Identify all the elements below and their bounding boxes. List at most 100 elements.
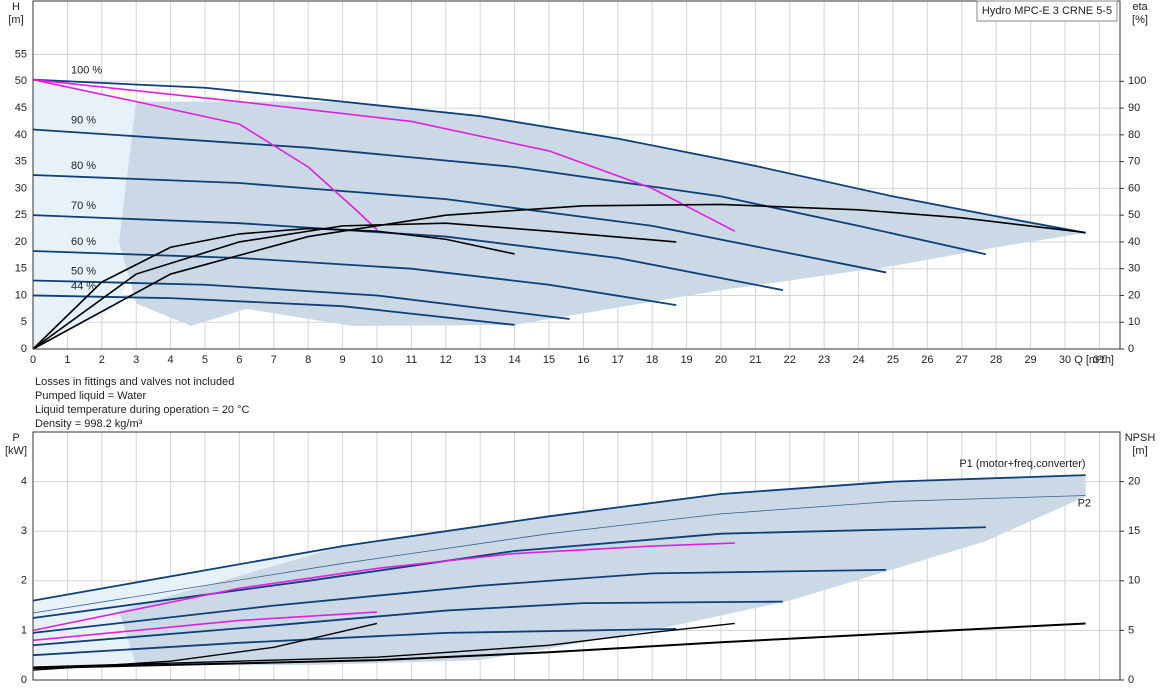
- curve: [32, 474, 1086, 602]
- y-tick-label: 20: [15, 236, 27, 248]
- y-tick-label: 0: [21, 674, 27, 686]
- x-tick-label: 7: [271, 354, 277, 366]
- plot-frame: [32, 0, 1121, 350]
- y2-tick-label: 80: [1128, 129, 1140, 141]
- y2-tick-label: 70: [1128, 156, 1140, 168]
- x-tick-label: 2: [99, 354, 105, 366]
- curve-label: P1 (motor+freq.converter): [959, 458, 1085, 470]
- curve: [32, 78, 736, 232]
- y2-tick-label: 0: [1128, 674, 1134, 686]
- x-axis-label: Q [m³/h]: [1074, 354, 1114, 366]
- y-tick-label: 55: [15, 48, 27, 60]
- y-axis-label: H: [12, 1, 20, 13]
- curve: [32, 78, 378, 231]
- plot-frame: [32, 431, 1121, 681]
- curve-label: 70 %: [71, 200, 96, 212]
- y2-tick-label: 90: [1128, 102, 1140, 114]
- x-tick-label: 3: [133, 354, 139, 366]
- y2-tick-label: 5: [1128, 624, 1134, 636]
- y2-tick-label: 10: [1128, 316, 1140, 328]
- curve-label: 60 %: [71, 236, 96, 248]
- operating-region: [118, 101, 1086, 326]
- y2-tick-label: 60: [1128, 182, 1140, 194]
- y-axis-unit: [kW]: [5, 445, 27, 457]
- x-tick-label: 11: [406, 354, 417, 366]
- y2-axis-unit: [m]: [1132, 445, 1147, 457]
- x-tick-label: 24: [852, 354, 864, 366]
- x-tick-label: 8: [305, 354, 311, 366]
- curve: [32, 128, 987, 256]
- x-tick-label: 22: [784, 354, 796, 366]
- y2-axis-unit: [%]: [1132, 14, 1148, 26]
- y2-axis-label: eta: [1132, 1, 1148, 13]
- curve-label: P2: [1078, 497, 1091, 509]
- y-tick-label: 25: [15, 209, 27, 221]
- x-tick-label: 21: [749, 354, 761, 366]
- curve: [32, 214, 784, 291]
- x-tick-label: 10: [371, 354, 383, 366]
- y-tick-label: 30: [15, 182, 27, 194]
- curve: [32, 279, 570, 320]
- curve: [32, 222, 677, 350]
- curve-label: 80 %: [71, 160, 96, 172]
- curve: [32, 628, 677, 657]
- y2-axis-label: NPSH: [1125, 432, 1156, 444]
- y-tick-label: 35: [15, 156, 27, 168]
- x-tick-label: 17: [612, 354, 624, 366]
- note: Pumped liquid = Water: [35, 390, 147, 402]
- y2-tick-label: 20: [1128, 476, 1140, 488]
- curve: [32, 600, 783, 647]
- note: Liquid temperature during operation = 20…: [35, 404, 250, 416]
- curve-label: 100 %: [71, 65, 102, 77]
- curve: [32, 294, 515, 326]
- x-tick-label: 0: [30, 354, 36, 366]
- y-tick-label: 50: [15, 75, 27, 87]
- x-tick-label: 6: [236, 354, 242, 366]
- title-box: [976, 0, 1118, 22]
- y2-tick-label: 20: [1128, 289, 1140, 301]
- chart-title: Hydro MPC-E 3 CRNE 5-5: [982, 5, 1112, 17]
- curve: [32, 174, 887, 274]
- x-tick-label: 16: [577, 354, 589, 366]
- y-tick-label: 5: [21, 316, 27, 328]
- x-tick-label: 27: [956, 354, 968, 366]
- curve-label: 50 %: [71, 265, 96, 277]
- x-tick-label: 9: [340, 354, 346, 366]
- x-tick-label: 30: [1059, 354, 1071, 366]
- x-tick-label: 23: [818, 354, 830, 366]
- note: Density = 998.2 kg/m³: [35, 418, 143, 430]
- x-tick-label: 12: [440, 354, 452, 366]
- y2-tick-label: 10: [1128, 575, 1140, 587]
- x-tick-label: 5: [202, 354, 208, 366]
- x-tick-label: 1: [64, 354, 70, 366]
- y-tick-label: 4: [21, 476, 27, 488]
- curve: [32, 542, 735, 632]
- curve: [32, 495, 1086, 614]
- y-tick-label: 10: [15, 289, 27, 301]
- y2-tick-label: 15: [1128, 525, 1140, 537]
- y2-tick-label: 30: [1128, 263, 1140, 275]
- y2-tick-label: 50: [1128, 209, 1140, 221]
- curve-label: 44 %: [71, 280, 96, 292]
- note: Losses in fittings and valves not includ…: [35, 376, 234, 388]
- x-tick-label: 29: [1024, 354, 1036, 366]
- x-tick-label: 25: [887, 354, 899, 366]
- y2-tick-label: 40: [1128, 236, 1140, 248]
- y-tick-label: 2: [21, 575, 27, 587]
- curve: [32, 78, 1086, 234]
- x-tick-label: 13: [474, 354, 486, 366]
- y-tick-label: 3: [21, 525, 27, 537]
- x-tick-label: 4: [168, 354, 174, 366]
- y-tick-label: 0: [21, 343, 27, 355]
- curve-label: 90 %: [71, 114, 96, 126]
- curve: [32, 611, 378, 642]
- curve: [32, 622, 735, 668]
- x-tick-label: 14: [508, 354, 520, 366]
- y-axis-label: P: [12, 432, 19, 444]
- y-tick-label: 1: [21, 624, 27, 636]
- y-tick-label: 45: [15, 102, 27, 114]
- x-tick-label: 15: [543, 354, 555, 366]
- y-axis-unit: [m]: [8, 14, 23, 26]
- y-tick-label: 40: [15, 129, 27, 141]
